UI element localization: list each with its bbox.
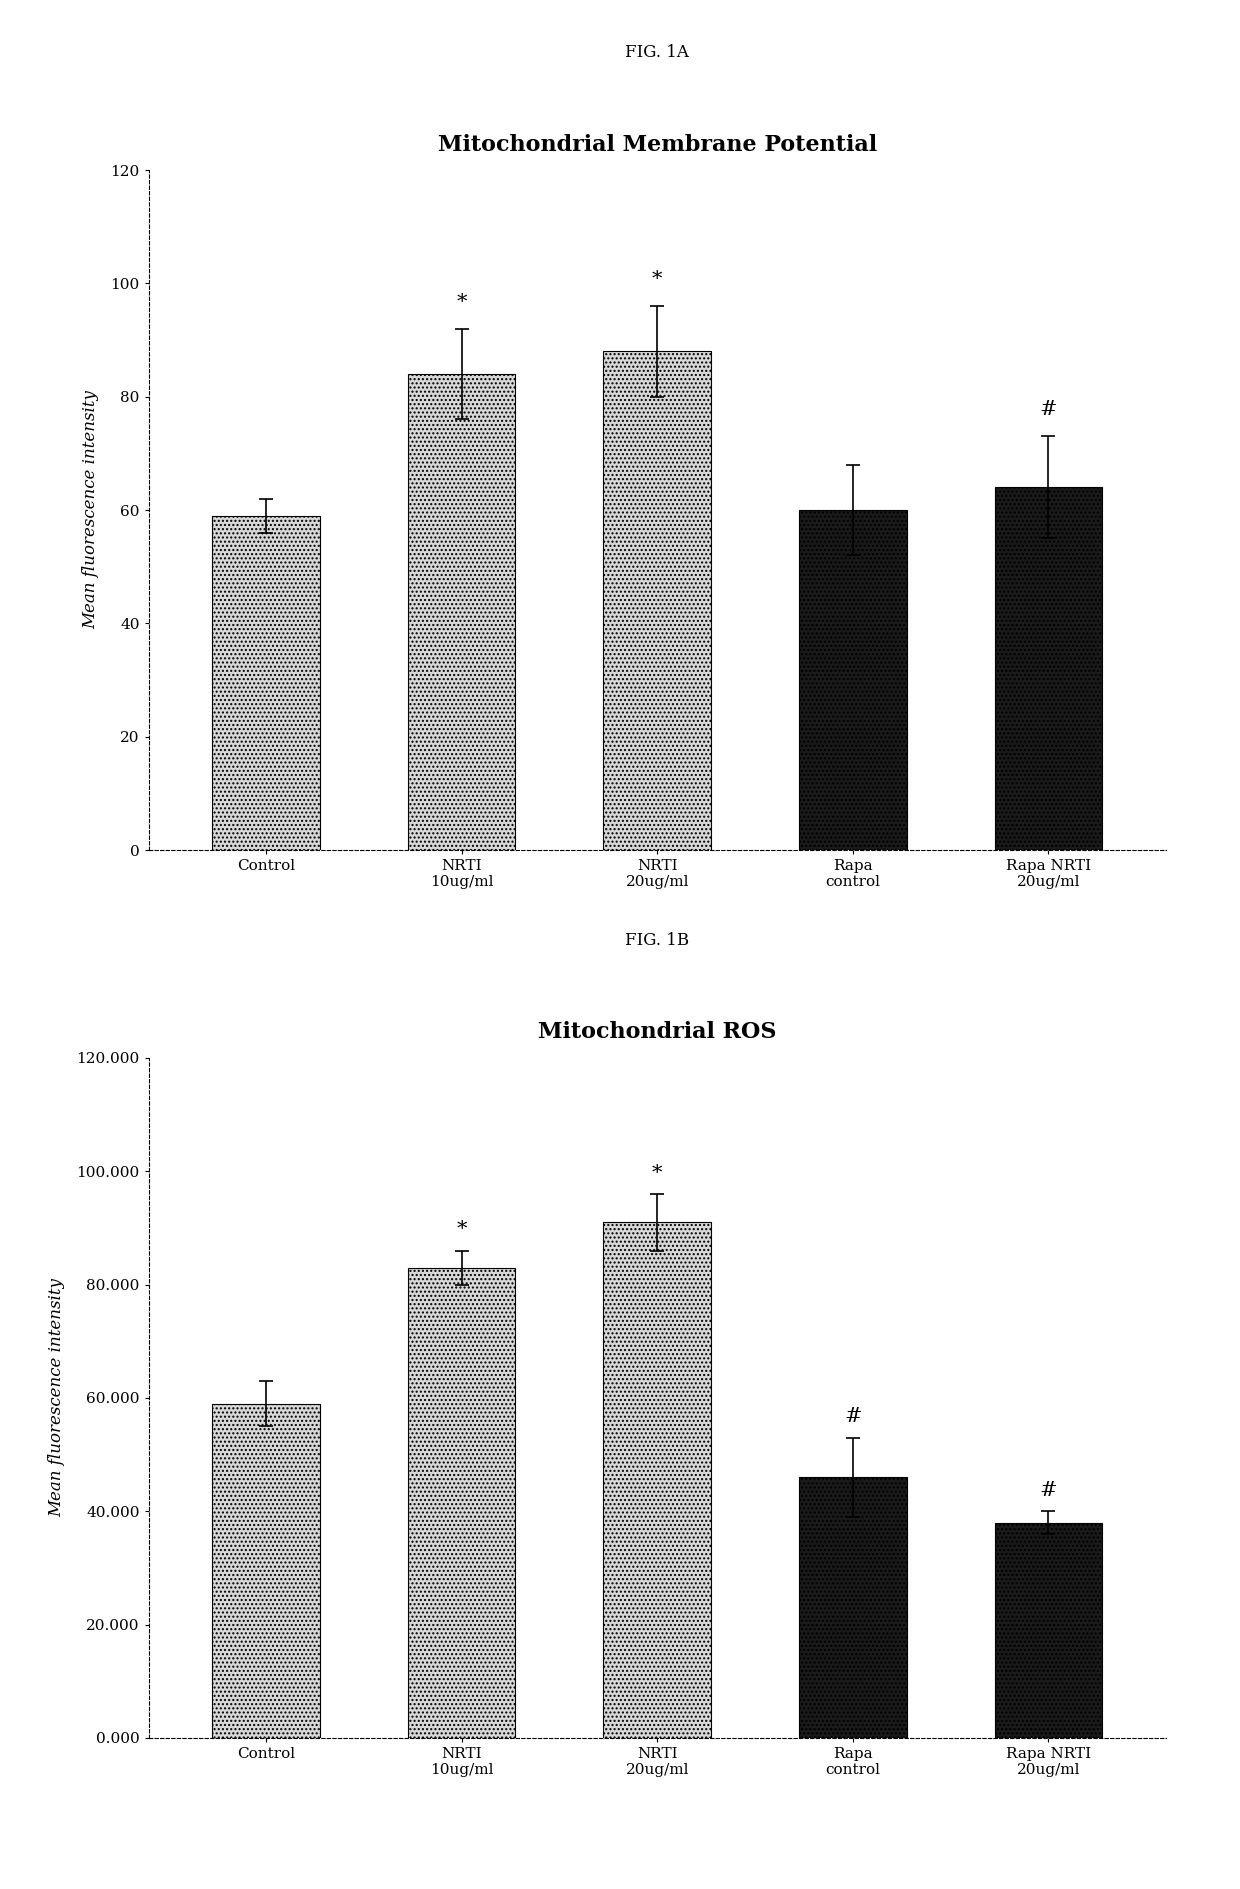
Bar xyxy=(212,516,320,850)
Y-axis label: Mean fluorescence intensity: Mean fluorescence intensity xyxy=(82,391,99,629)
Bar xyxy=(212,1404,320,1738)
Text: #: # xyxy=(1039,1481,1056,1500)
Text: *: * xyxy=(456,1220,467,1239)
Text: *: * xyxy=(652,1164,662,1183)
Bar xyxy=(994,1523,1102,1738)
Title: Mitochondrial ROS: Mitochondrial ROS xyxy=(538,1022,776,1043)
Text: FIG. 1A: FIG. 1A xyxy=(625,43,689,60)
Text: *: * xyxy=(652,270,662,289)
Title: Mitochondrial Membrane Potential: Mitochondrial Membrane Potential xyxy=(438,134,877,155)
Bar xyxy=(604,351,711,850)
Y-axis label: Mean fluorescence intensity: Mean fluorescence intensity xyxy=(48,1279,66,1517)
Text: #: # xyxy=(1039,400,1056,419)
Text: FIG. 1B: FIG. 1B xyxy=(625,931,689,948)
Bar xyxy=(408,374,516,850)
Text: #: # xyxy=(844,1407,862,1426)
Bar xyxy=(604,1222,711,1738)
Bar xyxy=(799,1477,906,1738)
Text: *: * xyxy=(456,293,467,312)
Bar xyxy=(994,487,1102,850)
Bar xyxy=(799,510,906,850)
Bar xyxy=(408,1268,516,1738)
